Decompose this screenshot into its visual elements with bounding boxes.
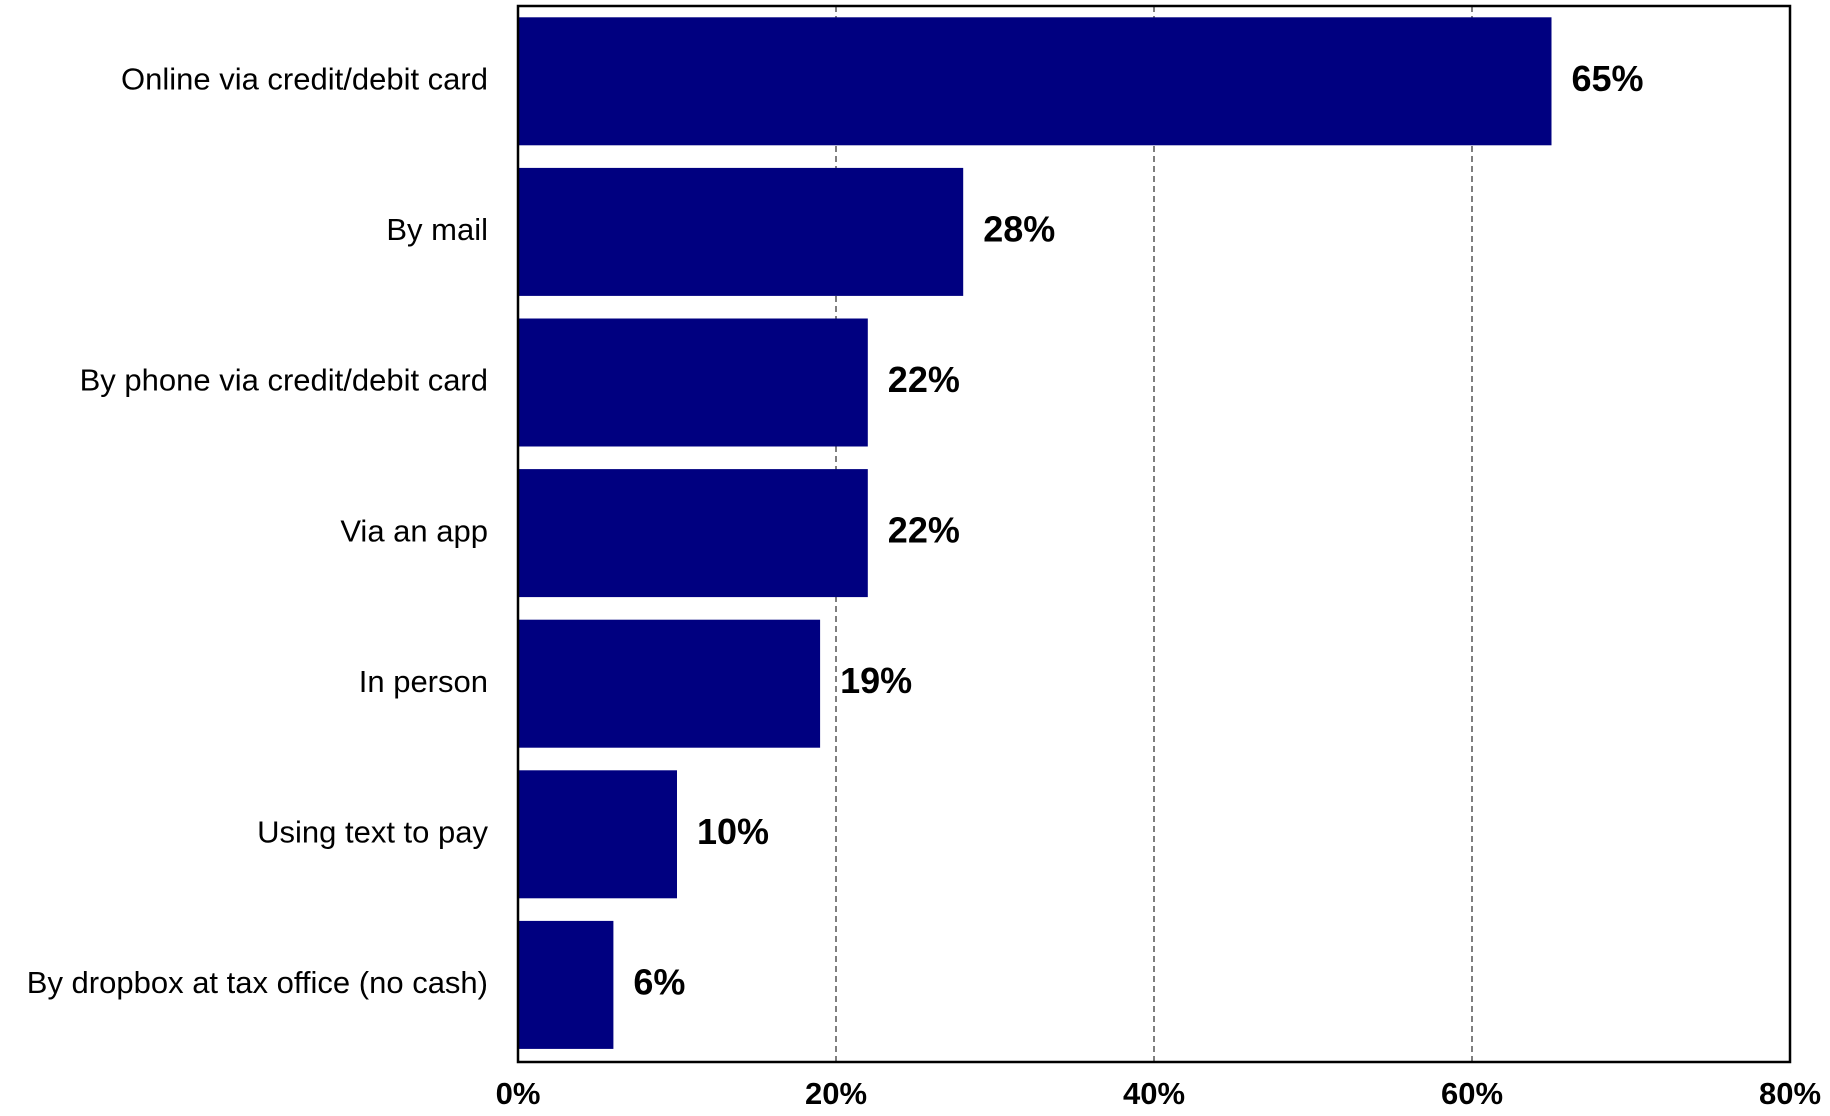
bar-5 (518, 619, 821, 748)
category-label-7: By dropbox at tax office (no cash) (27, 965, 488, 1000)
value-label-1: 65% (1572, 58, 1644, 99)
value-label-2: 28% (983, 208, 1055, 249)
x-tick-label-40: 40% (1123, 1076, 1185, 1111)
bar-3 (518, 318, 868, 447)
category-label-4: Via an app (340, 513, 488, 548)
x-axis-tick-labels: 0% 20% 40% 60% 80% (496, 1076, 1821, 1111)
x-tick-label-20: 20% (805, 1076, 867, 1111)
bar-6 (518, 770, 677, 899)
bar-4 (518, 469, 868, 598)
value-label-3: 22% (888, 359, 960, 400)
x-tick-label-60: 60% (1441, 1076, 1503, 1111)
bar-2 (518, 167, 964, 296)
category-label-5: In person (359, 664, 488, 699)
category-label-1: Online via credit/debit card (121, 61, 488, 96)
bars (518, 17, 1552, 1049)
category-labels: Online via credit/debit card By mail By ph… (27, 61, 489, 1000)
category-label-6: Using text to pay (257, 814, 488, 849)
category-label-3: By phone via credit/debit card (80, 363, 488, 398)
value-labels: 65% 28% 22% 22% 19% 10% 6% (633, 58, 1643, 1003)
value-label-4: 22% (888, 510, 960, 551)
x-tick-label-0: 0% (496, 1076, 541, 1111)
value-label-6: 10% (697, 811, 769, 852)
category-label-2: By mail (386, 212, 488, 247)
bar-1 (518, 17, 1552, 146)
bar-7 (518, 920, 614, 1049)
plot-area-border (516, 4, 1792, 1064)
value-label-5: 19% (840, 660, 912, 701)
value-label-7: 6% (633, 961, 685, 1002)
x-tick-label-80: 80% (1759, 1076, 1821, 1111)
